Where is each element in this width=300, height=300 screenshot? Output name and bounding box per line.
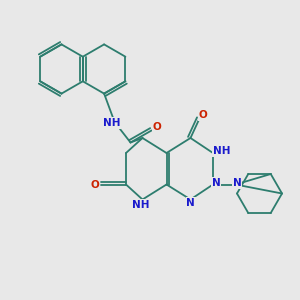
Text: N: N <box>186 197 195 208</box>
Text: NH: NH <box>132 200 150 210</box>
Text: N: N <box>212 178 220 188</box>
Text: O: O <box>90 179 99 190</box>
Text: NH: NH <box>103 118 121 128</box>
Text: O: O <box>199 110 208 120</box>
Text: NH: NH <box>213 146 230 157</box>
Text: N: N <box>232 178 242 188</box>
Text: O: O <box>152 122 161 133</box>
